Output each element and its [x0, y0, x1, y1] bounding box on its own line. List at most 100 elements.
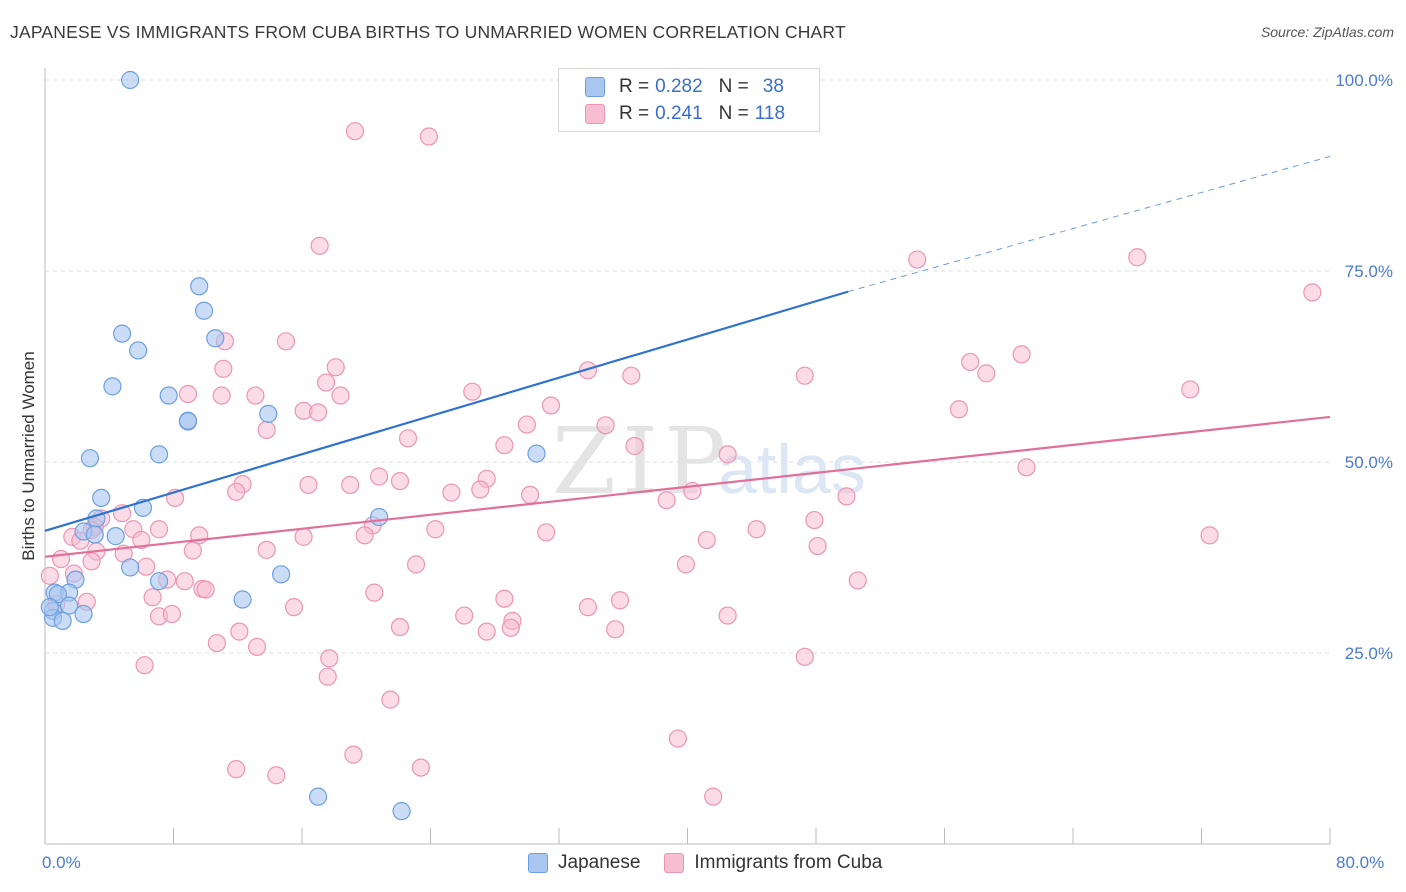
cuba-point [411, 758, 430, 777]
legend-r-label: R = [619, 103, 650, 124]
cuba-point [718, 445, 737, 464]
cuba-point [207, 633, 226, 653]
cuba-point [344, 745, 363, 764]
cuba-point [398, 429, 418, 448]
cuba-point [135, 656, 154, 675]
cuba-point [162, 604, 181, 624]
legend-row-cuba: R = 0.241 N = 118 [585, 102, 785, 126]
cuba-point [175, 572, 194, 591]
cuba-point [837, 487, 856, 506]
cuba-point [977, 364, 996, 383]
cuba-point [310, 236, 329, 255]
japanese-point [129, 341, 148, 360]
cuba-point [183, 541, 202, 560]
cuba-point [718, 606, 737, 625]
japanese-point [40, 598, 59, 617]
cuba-point [294, 527, 313, 546]
axes [44, 68, 1331, 845]
series-cuba [40, 122, 1322, 806]
cuba-point [390, 617, 410, 637]
cuba-point [520, 485, 540, 504]
cuba-point [82, 552, 101, 571]
cuba-point [331, 386, 350, 405]
cuba-point [426, 520, 445, 539]
japanese-point [206, 329, 225, 348]
japanese-point [92, 488, 111, 508]
legend-n-value: 118 [754, 103, 786, 124]
y-axis-label: Births to Unmarried Women [19, 351, 38, 560]
cuba-point [477, 622, 496, 641]
cuba-point [246, 386, 265, 405]
source-label: Source: ZipAtlas.com [1260, 24, 1394, 40]
legend-n-label: N = [718, 103, 749, 124]
cuba-point [961, 352, 980, 372]
japanese-point [121, 558, 140, 577]
cuba-point [196, 580, 215, 599]
cuba-point [1128, 248, 1147, 267]
cuba-point [51, 549, 71, 569]
japanese-point [121, 70, 140, 90]
cuba-point [365, 583, 384, 602]
series-japanese [40, 70, 811, 821]
japanese-point [149, 572, 169, 591]
japanese-point [85, 525, 104, 544]
cuba-point [697, 530, 716, 550]
cuba-point [1200, 526, 1219, 545]
cuba-point [908, 250, 927, 269]
japanese-point [53, 611, 72, 631]
legend-label-cuba: Immigrants from Cuba [694, 852, 883, 873]
legend-item-cuba[interactable]: Immigrants from Cuba [664, 852, 882, 874]
cuba-point [610, 591, 630, 610]
legend-label-japanese: Japanese [558, 852, 641, 873]
cuba-point [320, 649, 339, 668]
cuba-point [1012, 345, 1031, 364]
legend-r-label: R = [619, 76, 650, 97]
legend-n-value: 38 [762, 76, 784, 97]
cuba-point [848, 571, 867, 590]
cuba-point [132, 530, 151, 550]
cuba-point [40, 566, 59, 585]
y-tick-label: 75.0% [1345, 262, 1393, 281]
stats-legend: R = 0.282 N = 38 R = 0.241 N = 118 [558, 68, 820, 132]
cuba-point [318, 667, 337, 686]
cuba-point [541, 396, 561, 415]
cuba-point [676, 555, 695, 574]
legend-row-japanese: R = 0.282 N = 38 [585, 75, 784, 99]
japanese-point [48, 585, 67, 604]
cuba-point [390, 472, 410, 491]
cuba-point [230, 622, 249, 641]
y-tick-label: 100.0% [1335, 71, 1393, 90]
cuba-point [149, 520, 169, 539]
japanese-point [59, 596, 79, 615]
cuba-point [214, 359, 233, 378]
cuba-point [668, 729, 687, 748]
cuba-point [578, 361, 598, 380]
cuba-point [316, 373, 336, 392]
cuba-point [471, 480, 490, 499]
cuba-point [704, 787, 723, 806]
cuba-point [657, 491, 676, 510]
cuba-point [276, 332, 296, 351]
japanese-point [106, 527, 125, 546]
cuba-trend-line [44, 415, 1331, 558]
cuba-point [495, 436, 514, 455]
japanese-point [190, 277, 209, 296]
x-tick-label-max: 80.0% [1336, 853, 1384, 872]
cuba-point [345, 122, 365, 141]
chart-title: JAPANESE VS IMMIGRANTS FROM CUBA BIRTHS … [10, 22, 846, 42]
cuba-point [370, 467, 389, 486]
japanese-point [194, 301, 214, 320]
cuba-point [622, 366, 641, 385]
cuba-point [517, 415, 536, 434]
cuba-point [625, 436, 644, 456]
legend-item-japanese[interactable]: Japanese [528, 852, 640, 874]
cuba-point [1303, 283, 1322, 302]
legend-swatch-japanese [528, 853, 548, 873]
japanese-point [370, 507, 389, 527]
cuba-point [143, 588, 162, 607]
trend-lines [44, 155, 1331, 558]
cuba-point [284, 598, 304, 617]
legend-r-value: 0.241 [655, 103, 703, 124]
cuba-point [267, 766, 286, 785]
japanese-point [103, 377, 122, 396]
